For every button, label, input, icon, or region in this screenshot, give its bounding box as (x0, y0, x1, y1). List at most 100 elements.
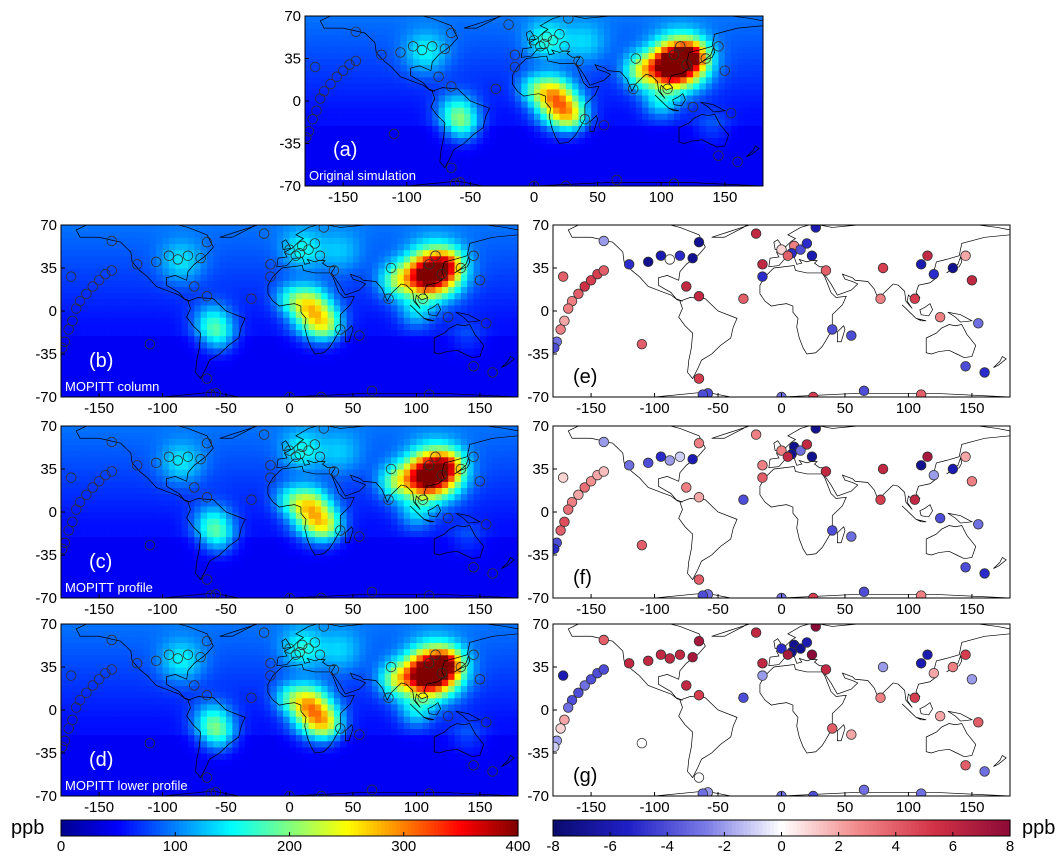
grid-cell (673, 34, 681, 41)
grid-cell (591, 82, 599, 90)
coastline (319, 16, 459, 92)
grid-cell (162, 567, 170, 575)
grid-cell (349, 167, 357, 175)
grid-cell (343, 28, 351, 35)
grid-cell (680, 34, 688, 41)
grid-cell (61, 366, 68, 374)
grid-cell (181, 231, 189, 238)
grid-cell (416, 329, 424, 337)
grid-cell (508, 46, 516, 54)
grid-cell (137, 341, 145, 349)
grid-cell (111, 317, 119, 324)
grid-cell (410, 274, 418, 281)
grid-cell (661, 137, 669, 145)
grid-cell (505, 341, 513, 349)
grid-cell (330, 137, 338, 145)
grid-cell (340, 372, 348, 380)
grid-cell (648, 34, 656, 41)
grid-cell (667, 137, 675, 145)
grid-cell (80, 384, 87, 392)
grid-cell (750, 34, 758, 41)
grid-cell (336, 94, 344, 102)
grid-cell (61, 548, 68, 556)
grid-cell (200, 450, 208, 458)
coastline (668, 107, 680, 112)
grid-cell (283, 372, 291, 380)
grid-cell (105, 280, 113, 288)
grid-cell (143, 462, 151, 470)
grid-cell (483, 28, 491, 35)
grid-cell (737, 58, 745, 66)
grid-cell (441, 286, 449, 294)
grid-cell (648, 161, 656, 169)
grid-cell (597, 113, 605, 120)
grid-cell (502, 46, 510, 54)
grid-cell (648, 131, 656, 139)
grid-cell (642, 173, 650, 181)
grid-cell (527, 167, 535, 175)
grid-cell (213, 462, 221, 470)
grid-cell (118, 499, 126, 507)
grid-cell (495, 155, 503, 163)
grid-cell (565, 22, 573, 29)
grid-cell (80, 499, 87, 507)
grid-cell (61, 518, 68, 525)
grid-cell (616, 101, 624, 108)
grid-cell (553, 173, 561, 181)
grid-cell (352, 225, 360, 232)
grid-cell (756, 76, 763, 84)
grid-cell (553, 16, 561, 23)
grid-cell (264, 274, 272, 281)
grid-cell (699, 101, 707, 108)
grid-cell (73, 298, 81, 306)
grid-cell (381, 149, 389, 157)
grid-cell (213, 444, 221, 452)
grid-cell (200, 237, 208, 245)
grid-cell (105, 323, 113, 331)
grid-cell (61, 317, 68, 324)
grid-cell (464, 64, 471, 72)
grid-cell (321, 384, 329, 392)
grid-cell (226, 438, 233, 446)
grid-cell (454, 354, 462, 361)
grid-cell (451, 52, 459, 60)
grid-cell (200, 268, 208, 275)
grid-cell (397, 347, 405, 355)
grid-cell (578, 137, 586, 145)
grid-cell (479, 347, 487, 355)
grid-cell (73, 347, 81, 355)
grid-cell (756, 161, 763, 169)
grid-cell (200, 317, 208, 324)
grid-cell (73, 555, 81, 562)
grid-cell (295, 329, 303, 337)
grid-cell (86, 255, 94, 263)
grid-cell (352, 384, 360, 392)
grid-cell (540, 76, 548, 84)
grid-cell (699, 167, 707, 175)
grid-cell (505, 261, 513, 269)
grid-cell (187, 548, 195, 556)
grid-cell (317, 101, 325, 108)
grid-cell (441, 390, 449, 397)
grid-cell (444, 155, 452, 163)
grid-cell (181, 591, 189, 598)
grid-cell (86, 469, 94, 476)
grid-cell (156, 231, 164, 238)
grid-cell (406, 149, 414, 157)
grid-cell (495, 173, 503, 181)
grid-cell (470, 119, 478, 126)
grid-cell (238, 329, 246, 337)
grid-cell (429, 286, 437, 294)
grid-cell (238, 237, 246, 245)
grid-cell (232, 304, 240, 312)
grid-cell (451, 40, 459, 47)
grid-cell (61, 530, 68, 538)
grid-cell (397, 378, 405, 386)
grid-cell (168, 555, 176, 562)
grid-cell (219, 286, 227, 294)
grid-cell (416, 231, 424, 238)
grid-cell (324, 16, 332, 23)
grid-cell (118, 304, 126, 312)
grid-cell (346, 237, 354, 245)
grid-cell (362, 119, 370, 126)
